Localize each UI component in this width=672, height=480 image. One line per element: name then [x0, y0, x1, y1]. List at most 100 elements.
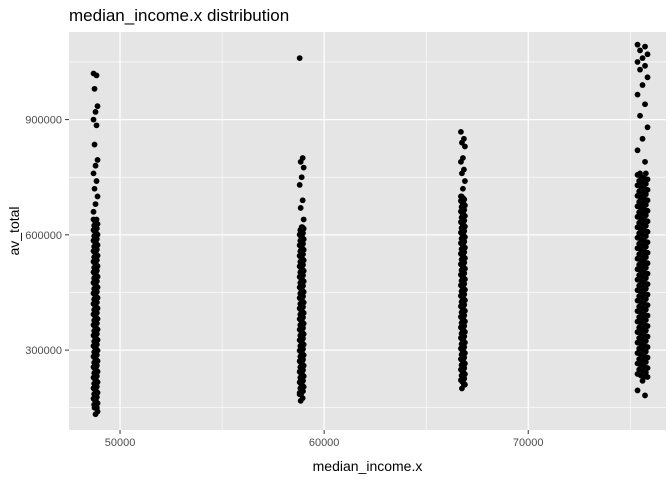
y-axis-ticks: 300000 600000 900000 — [25, 115, 69, 357]
data-point — [644, 291, 651, 298]
y-tick-label: 900000 — [25, 115, 62, 127]
data-point — [637, 170, 643, 177]
data-point — [296, 181, 303, 188]
data-point — [90, 116, 97, 123]
data-point — [642, 285, 649, 292]
data-point — [642, 392, 648, 399]
data-point — [644, 365, 651, 371]
data-point — [634, 41, 641, 48]
data-point — [297, 397, 304, 404]
data-point — [634, 59, 641, 65]
data-point — [642, 43, 648, 50]
data-point — [639, 135, 646, 142]
data-point — [642, 338, 649, 344]
data-point — [644, 218, 651, 225]
data-point — [297, 205, 304, 211]
data-point — [642, 359, 649, 365]
data-point — [92, 201, 99, 208]
data-point — [644, 176, 651, 183]
x-tick-label: 70000 — [513, 437, 544, 449]
data-point — [644, 323, 651, 329]
data-point — [298, 174, 305, 181]
data-point — [296, 55, 303, 62]
data-point — [644, 281, 651, 288]
data-point — [644, 260, 651, 267]
data-point — [644, 302, 651, 309]
x-tick-label: 50000 — [105, 437, 136, 449]
data-point — [639, 377, 646, 384]
data-point — [644, 207, 651, 214]
y-tick-label: 300000 — [25, 345, 62, 357]
data-point — [634, 147, 641, 154]
data-point — [644, 197, 651, 204]
data-point — [642, 180, 649, 187]
data-point — [642, 348, 649, 355]
data-point — [93, 178, 100, 184]
data-point — [94, 193, 101, 200]
data-point — [644, 239, 651, 246]
data-point — [642, 369, 649, 376]
data-point — [458, 128, 464, 135]
x-axis-ticks: 50000 60000 70000 — [105, 430, 544, 449]
data-point — [637, 112, 643, 119]
data-point — [634, 91, 641, 98]
data-point — [642, 254, 649, 261]
y-axis-title: av_total — [6, 206, 22, 255]
minor-gridlines — [69, 32, 666, 430]
data-point — [642, 317, 649, 323]
data-point — [459, 170, 465, 177]
data-point — [642, 62, 648, 69]
data-point — [458, 193, 464, 200]
data-point — [91, 85, 98, 92]
data-point — [644, 124, 651, 131]
data-point — [639, 55, 646, 62]
data-point — [90, 170, 97, 177]
data-point — [642, 275, 649, 282]
data-point — [644, 186, 651, 193]
data-point — [644, 354, 651, 361]
data-point — [642, 296, 649, 303]
data-point — [458, 158, 464, 165]
chart-title: median_income.x distribution — [69, 6, 289, 25]
data-points — [90, 41, 651, 418]
data-point — [94, 103, 101, 110]
data-point — [644, 270, 651, 277]
data-point — [459, 385, 465, 392]
data-point — [634, 387, 641, 394]
data-point — [642, 201, 649, 208]
major-gridlines — [69, 32, 666, 430]
data-point — [299, 197, 306, 204]
data-point — [644, 374, 651, 380]
data-point — [642, 191, 649, 198]
data-point — [644, 249, 651, 256]
data-point — [642, 306, 649, 313]
data-point — [94, 157, 101, 163]
data-point — [91, 185, 98, 192]
data-point — [297, 158, 304, 165]
data-point — [91, 141, 98, 148]
data-point — [300, 216, 307, 223]
data-point — [642, 101, 648, 108]
data-point — [637, 66, 643, 73]
data-point — [644, 312, 651, 319]
data-point — [92, 162, 99, 169]
x-axis-title: median_income.x — [313, 458, 423, 474]
data-point — [300, 164, 307, 171]
data-point — [642, 170, 649, 177]
data-point — [642, 327, 649, 334]
data-point — [642, 222, 649, 229]
plot-panel — [69, 32, 666, 430]
data-point — [644, 333, 651, 340]
data-point — [642, 158, 648, 165]
data-point — [93, 122, 100, 129]
data-point — [644, 344, 651, 350]
data-point — [92, 109, 99, 115]
data-point — [644, 228, 651, 235]
data-point — [639, 82, 646, 88]
data-point — [462, 143, 468, 150]
data-point — [92, 411, 99, 418]
data-point — [90, 208, 97, 215]
data-point — [637, 47, 643, 54]
data-point — [644, 51, 651, 58]
